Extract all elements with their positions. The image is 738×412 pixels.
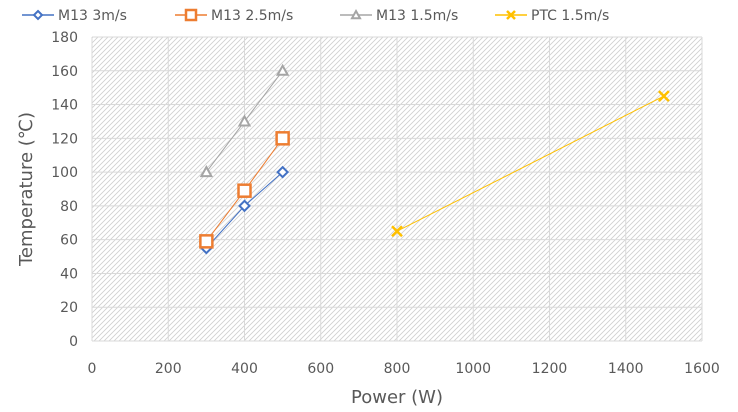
triangle-icon [350, 8, 362, 20]
y-tick-label: 80 [60, 199, 78, 215]
y-tick-label: 20 [60, 300, 78, 316]
data-point [275, 131, 290, 146]
x-tick-label: 1000 [455, 361, 491, 377]
axes: 0 20 40 60 80 100 120 140 160 180 0 200 400 600 800 100… [51, 30, 720, 377]
series-4 [391, 90, 670, 238]
x-axis-title: Power (W) [351, 387, 443, 408]
diamond-icon [32, 9, 44, 21]
legend: M13 3m/s M13 2.5m/s M13 1.5m/s PTC 1.5m/s [22, 8, 609, 24]
y-tick-label: 40 [60, 266, 78, 282]
legend-label: M13 2.5m/s [211, 8, 293, 24]
y-tick-label: 120 [51, 131, 78, 147]
legend-item: PTC 1.5m/s [495, 8, 609, 24]
x-tick-label: 800 [384, 361, 411, 377]
data-point [238, 199, 251, 213]
square-icon [184, 8, 198, 22]
data-point [275, 63, 290, 76]
x-tick-label: 200 [155, 361, 182, 377]
data-point [237, 183, 252, 198]
series-3 [199, 63, 290, 178]
data-point [237, 114, 252, 127]
y-tick-label: 0 [69, 334, 78, 350]
y-tick-label: 180 [51, 30, 78, 46]
legend-label: PTC 1.5m/s [531, 8, 609, 24]
legend-item: M13 2.5m/s [175, 8, 293, 24]
y-tick-label: 160 [51, 64, 78, 80]
data-point [199, 165, 214, 178]
x-tick-label: 400 [231, 361, 258, 377]
x-mark-icon [506, 10, 516, 20]
series-layer [199, 63, 670, 255]
y-tick-label: 60 [60, 233, 78, 249]
data-point [657, 90, 670, 102]
x-tick-label: 1200 [532, 361, 568, 377]
data-point [276, 165, 290, 179]
series-2 [199, 131, 290, 249]
legend-item: M13 1.5m/s [340, 8, 458, 24]
legend-label: M13 3m/s [58, 8, 127, 24]
legend-label: M13 1.5m/s [376, 8, 458, 24]
y-axis-title: Temperature (℃) [16, 112, 37, 267]
y-tick-label: 140 [51, 98, 78, 114]
legend-item: M13 3m/s [22, 8, 127, 24]
series-line [396, 95, 665, 232]
x-tick-label: 600 [307, 361, 334, 377]
data-point [199, 234, 214, 249]
gridlines [91, 36, 703, 342]
y-tick-label: 100 [51, 165, 78, 181]
x-tick-label: 0 [88, 361, 97, 377]
data-point [391, 225, 403, 238]
x-tick-label: 1600 [684, 361, 720, 377]
x-tick-label: 1400 [608, 361, 644, 377]
